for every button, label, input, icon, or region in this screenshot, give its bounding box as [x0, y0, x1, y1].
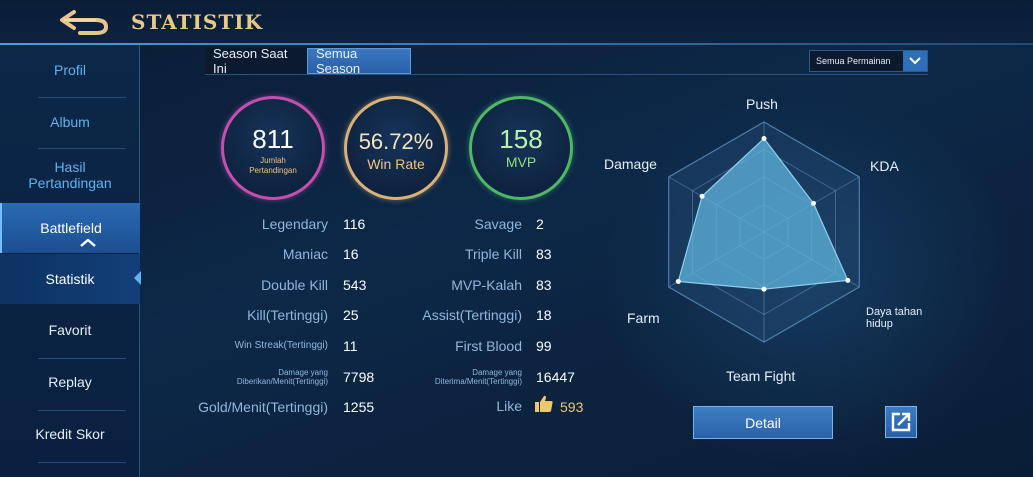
mode-dropdown-value: Semua Permainan — [816, 56, 891, 66]
tabs-divider — [205, 74, 928, 75]
share-external-icon — [891, 412, 911, 432]
sidebar-item-kredit-skor[interactable]: Kredit Skor — [0, 416, 140, 452]
sidebar-item-label: Profil — [54, 62, 86, 78]
winrate-label: Win Rate — [367, 156, 425, 172]
sidebar-divider — [38, 97, 126, 98]
stat-label: Damage yang Diberikan/Menit(Tertinggi) — [236, 368, 328, 386]
radar-label-kda: KDA — [870, 158, 899, 174]
stat-label: Kill(Tertinggi) — [247, 307, 328, 323]
stat-value: 16 — [343, 246, 359, 262]
radar-grid-ring — [692, 148, 836, 316]
season-tabs: Season Saat Ini Semua Season — [205, 46, 411, 76]
sidebar-divider — [38, 148, 126, 149]
sidebar-divider — [38, 410, 126, 411]
stat-value: 1255 — [343, 399, 375, 415]
sidebar-divider — [38, 358, 126, 359]
sidebar-item-favorit[interactable]: Favorit — [0, 312, 140, 348]
sidebar-item-label: Statistik — [45, 271, 95, 287]
stat-label: Win Streak(Tertinggi) — [234, 340, 328, 351]
sidebar-item-album[interactable]: Album — [0, 104, 140, 140]
stat-value: 2 — [536, 216, 544, 232]
header-bar: STATISTIK — [0, 0, 1033, 44]
matches-label: Jumlah Pertandingan — [249, 156, 297, 175]
thumbs-up-icon[interactable] — [534, 394, 554, 414]
radar-label-damage: Damage — [604, 156, 657, 172]
radar-data-point — [761, 286, 767, 292]
stat-value: 116 — [343, 216, 366, 232]
matches-circle: 811 Jumlah Pertandingan — [221, 96, 325, 200]
radar-data-point — [811, 200, 817, 206]
mvp-label: MVP — [505, 154, 537, 170]
stat-value: 11 — [343, 338, 358, 354]
stat-label: Damage yang Diterima/Menit(Tertinggi) — [434, 368, 522, 386]
stat-label: Maniac — [282, 246, 328, 262]
stat-label: Double Kill — [261, 277, 328, 293]
radar-label-daya-tahan-hidup: Daya tahan hidup — [866, 306, 923, 330]
sidebar-item-label: Battlefield — [40, 220, 102, 236]
stat-label: Gold/Menit(Tertinggi) — [198, 399, 328, 415]
sidebar-item-replay[interactable]: Replay — [0, 364, 140, 400]
back-arrow-icon — [60, 10, 109, 35]
stat-value: 83 — [536, 277, 552, 293]
matches-value: 811 — [252, 124, 294, 154]
sidebar-item-hasil-pertandingan[interactable]: Hasil Pertandingan — [0, 155, 140, 195]
chevron-down-icon — [909, 57, 921, 65]
winrate-value: 56.72% — [358, 129, 434, 154]
sidebar-item-battlefield[interactable]: Battlefield — [0, 203, 140, 253]
stat-label: Assist(Tertinggi) — [422, 307, 522, 323]
radar-data-point — [761, 136, 767, 141]
stat-label: Savage — [474, 216, 522, 232]
stat-value: 18 — [536, 307, 552, 323]
radar-label-farm: Farm — [627, 310, 660, 326]
radar-chart — [668, 121, 860, 343]
stat-value: 543 — [343, 277, 367, 293]
like-count: 593 — [560, 399, 584, 415]
stat-label: Like — [496, 398, 522, 414]
sidebar-item-label: Replay — [48, 374, 92, 390]
detail-button[interactable]: Detail — [693, 406, 833, 439]
mvp-value: 158 — [499, 124, 543, 154]
active-indicator — [134, 271, 141, 285]
share-button[interactable] — [885, 406, 917, 438]
sidebar-divider — [38, 462, 126, 463]
sidebar-item-profil[interactable]: Profil — [0, 52, 140, 88]
chevron-up-icon — [80, 239, 96, 247]
tab-all-seasons[interactable]: Semua Season — [307, 46, 411, 76]
stat-label: Legendary — [261, 216, 328, 232]
radar-data-point — [699, 193, 705, 199]
radar-label-team-fight: Team Fight — [726, 368, 796, 384]
dropdown-toggle[interactable] — [903, 51, 927, 71]
sidebar-item-statistik[interactable]: Statistik — [0, 254, 140, 304]
sidebar-item-label: Kredit Skor — [35, 426, 105, 442]
mode-dropdown[interactable]: Semua Permainan — [809, 50, 928, 72]
page-title: STATISTIK — [131, 10, 263, 34]
stat-value: 99 — [536, 338, 552, 354]
back-button[interactable] — [58, 6, 112, 36]
header-divider — [0, 43, 1033, 45]
winrate-circle: 56.72% Win Rate — [344, 96, 448, 200]
sidebar-item-label: Favorit — [48, 322, 92, 338]
stat-value: 25 — [343, 307, 359, 323]
stat-label: Triple Kill — [464, 246, 522, 262]
stat-label: MVP-Kalah — [451, 277, 522, 293]
tab-current-season[interactable]: Season Saat Ini — [205, 46, 307, 76]
radar-label-push: Push — [746, 96, 778, 112]
stat-label: First Blood — [455, 338, 522, 354]
radar-data-point — [675, 279, 681, 284]
stat-value: 16447 — [536, 369, 575, 385]
mvp-circle: 158 MVP — [469, 96, 573, 200]
sidebar-item-label: Hasil Pertandingan — [28, 159, 112, 191]
stat-value: 7798 — [343, 369, 375, 385]
sidebar-item-label: Album — [50, 114, 90, 130]
stat-value: 83 — [536, 246, 552, 262]
radar-data-point — [845, 277, 851, 283]
